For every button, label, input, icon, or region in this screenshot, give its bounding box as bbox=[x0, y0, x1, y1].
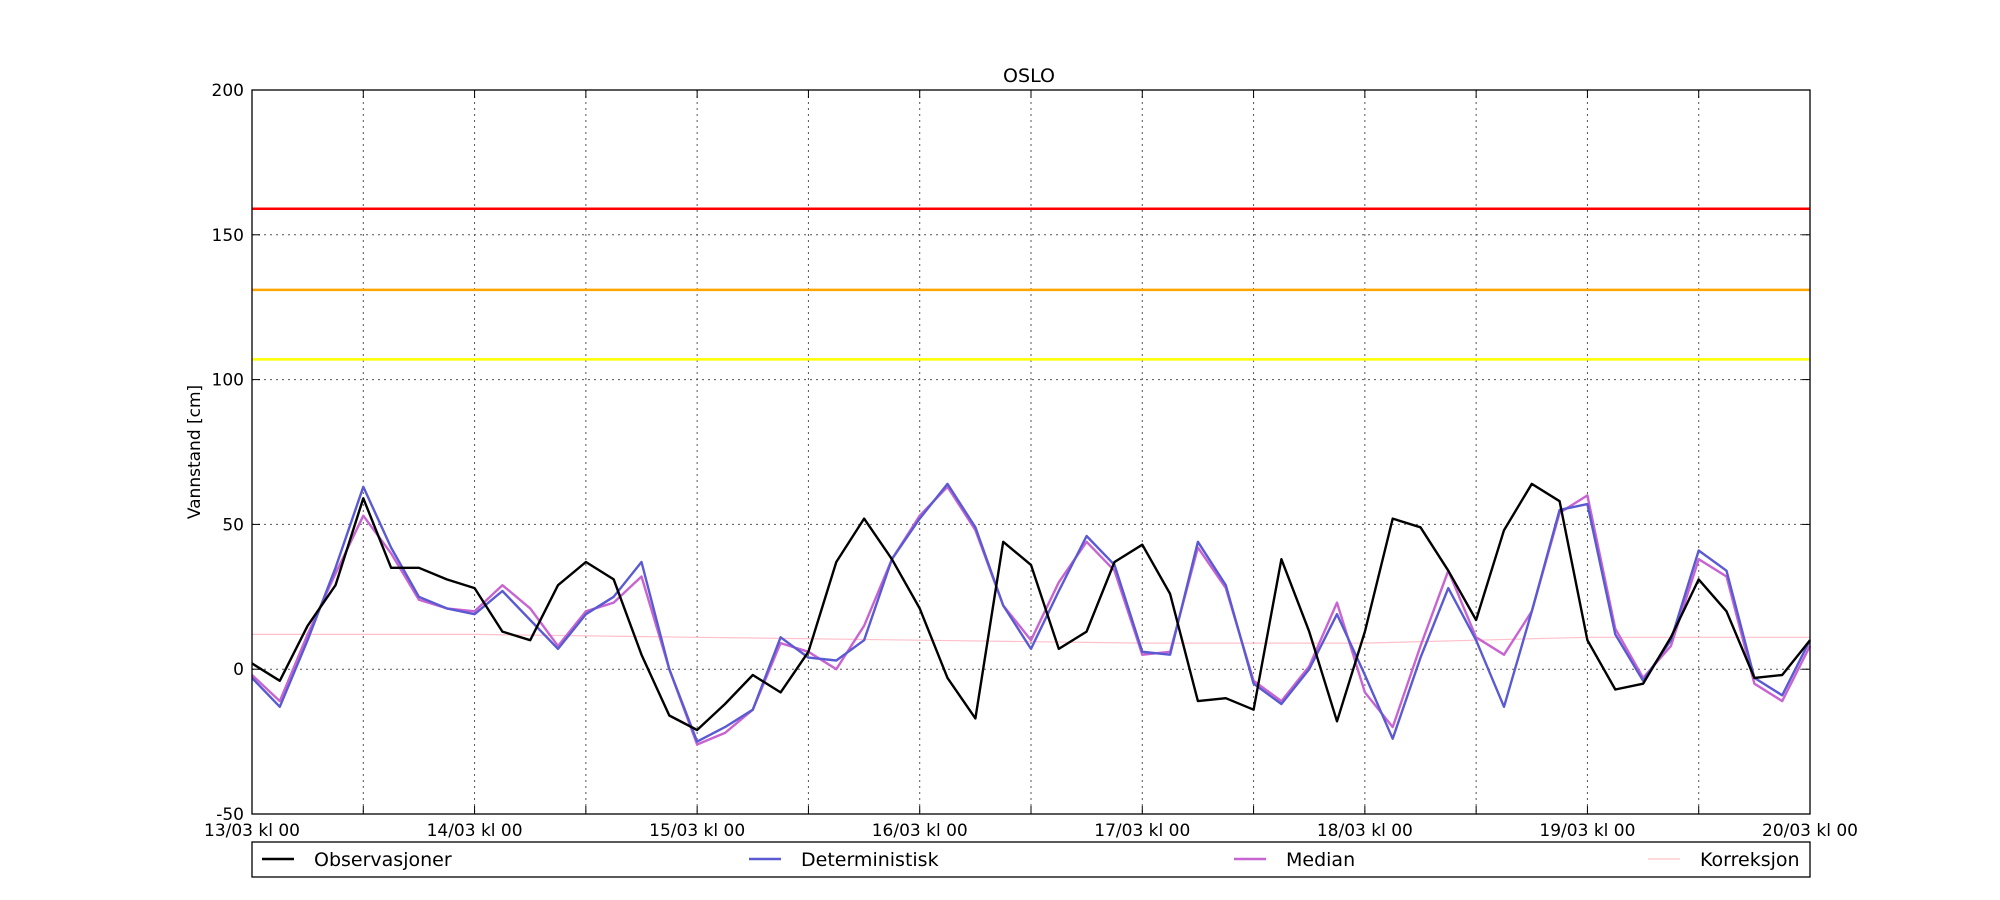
x-axis-ticks: 13/03 kl 00 14/03 kl 00 15/03 kl 00 16/03 k… bbox=[204, 90, 1858, 841]
grid bbox=[252, 90, 1810, 814]
legend: Observasjoner Deterministisk Median Korreks… bbox=[251, 841, 1811, 878]
y-tick-label: 150 bbox=[212, 226, 244, 246]
series-group bbox=[251, 482, 1812, 746]
y-tick-label: 100 bbox=[212, 371, 244, 391]
legend-frame bbox=[251, 841, 1811, 878]
x-tick-label: 19/03 kl 00 bbox=[1539, 821, 1635, 841]
y-tick-label: 0 bbox=[233, 660, 244, 680]
y-axis-ticks: -50 0 50 100 150 200 bbox=[212, 81, 1810, 825]
y-tick-label: -50 bbox=[216, 805, 244, 825]
y-axis-label: Vannstand [cm] bbox=[185, 385, 205, 519]
chart-title: OSLO bbox=[1003, 65, 1055, 87]
y-tick-label: 200 bbox=[212, 81, 244, 101]
legend-label: Korreksjon bbox=[1700, 849, 1800, 871]
series-line-deterministisk bbox=[251, 482, 1812, 743]
x-tick-label: 20/03 kl 00 bbox=[1762, 821, 1858, 841]
x-tick-label: 13/03 kl 00 bbox=[204, 821, 300, 841]
legend-label: Median bbox=[1286, 849, 1355, 871]
legend-label: Deterministisk bbox=[801, 849, 939, 871]
legend-label: Observasjoner bbox=[314, 849, 452, 871]
x-tick-label: 18/03 kl 00 bbox=[1317, 821, 1413, 841]
x-tick-label: 15/03 kl 00 bbox=[649, 821, 745, 841]
y-tick-label: 50 bbox=[222, 515, 244, 535]
series-line-observasjoner bbox=[251, 482, 1811, 732]
x-tick-label: 16/03 kl 00 bbox=[872, 821, 968, 841]
threshold-lines bbox=[252, 207, 1810, 361]
x-tick-label: 14/03 kl 00 bbox=[427, 821, 523, 841]
x-tick-label: 17/03 kl 00 bbox=[1094, 821, 1190, 841]
